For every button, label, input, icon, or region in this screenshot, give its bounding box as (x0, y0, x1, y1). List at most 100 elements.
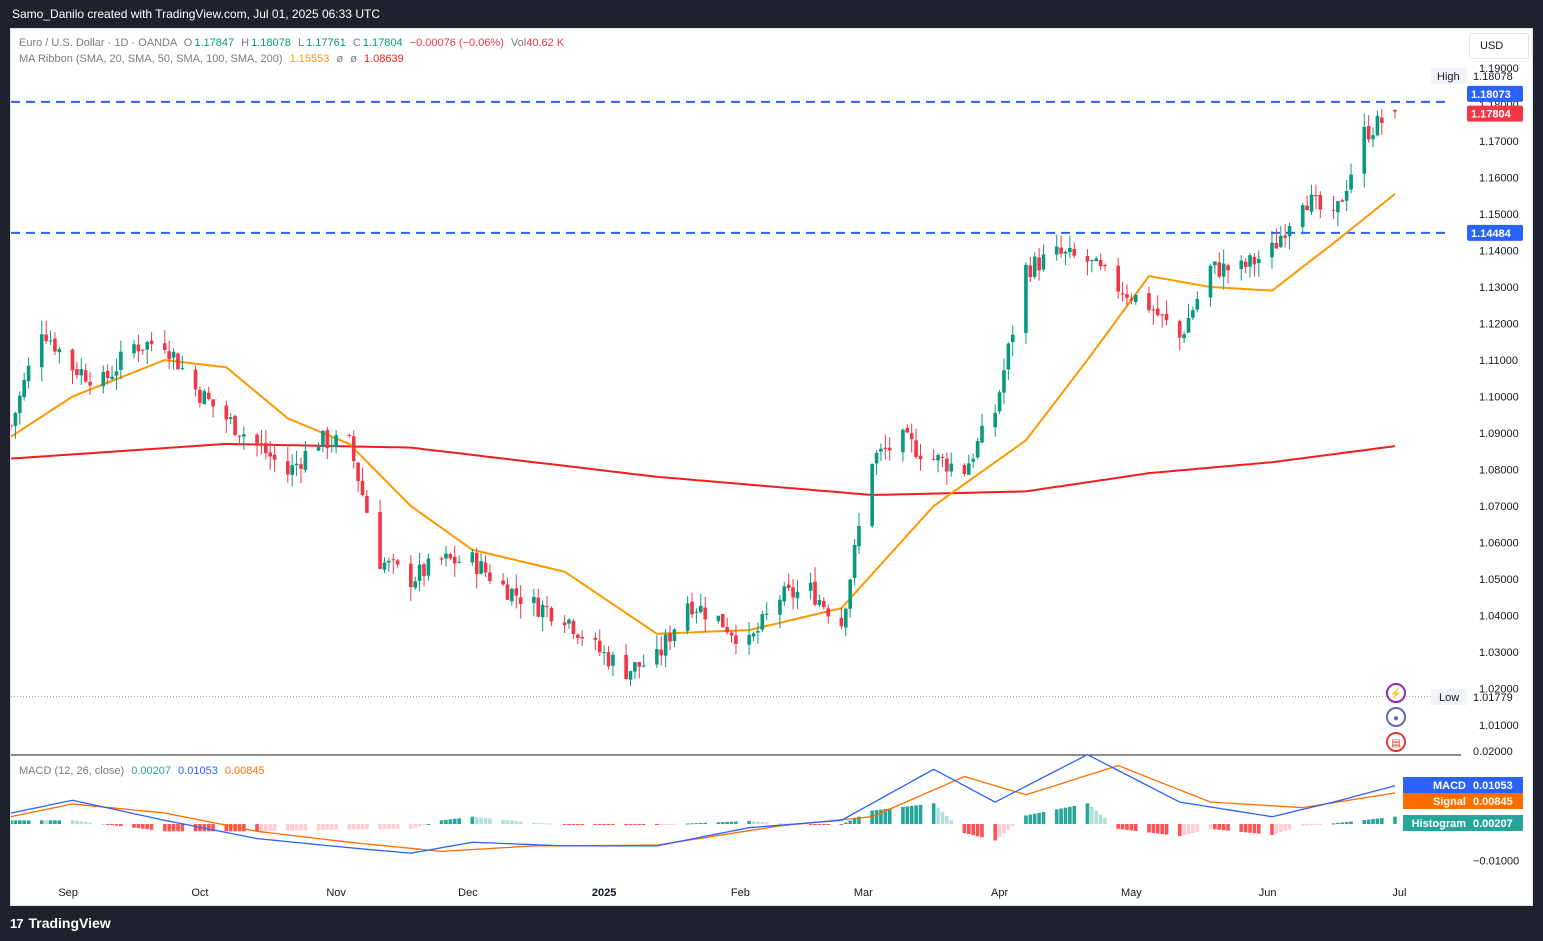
histogram-bar (206, 824, 211, 832)
ma-legend[interactable]: MA Ribbon (SMA, 20, SMA, 50, SMA, 100, S… (19, 53, 404, 65)
change-value: −0.00076 (−0.06%) (409, 37, 504, 49)
candle-body (176, 353, 180, 370)
histogram-bar (426, 824, 431, 825)
candle-body (641, 665, 646, 667)
histogram-bar (1375, 818, 1380, 824)
candle-body (945, 458, 949, 472)
histogram-bar (1349, 821, 1353, 824)
candle-body (993, 412, 997, 428)
price-tick-label: 1.19000 (1479, 63, 1519, 75)
candle-body (760, 614, 765, 630)
open-value: 1.17847 (194, 37, 235, 49)
symbol-legend[interactable]: Euro / U.S. Dollar · 1D · OANDA O 1.17847… (19, 37, 564, 49)
chart-frame[interactable]: 1.19000 1.18000 1.17000 1.16000 1.15000 1.140… (10, 28, 1533, 906)
candle-body (791, 587, 795, 598)
price-tick-label: 1.07000 (1479, 501, 1519, 513)
candle-body (136, 344, 141, 352)
candle-body (936, 455, 940, 461)
histogram-bar (1380, 818, 1384, 824)
candle-body (17, 395, 22, 414)
us-flag-icon[interactable]: ▤ (1386, 732, 1406, 752)
histogram-bar (422, 824, 426, 826)
candle-body (141, 349, 145, 351)
candle-body (1054, 246, 1059, 255)
support-badge-bg (1467, 224, 1523, 241)
histogram-bar (575, 824, 580, 825)
histogram-bar (887, 808, 892, 824)
macd-legend[interactable]: MACD (12, 26, close) 0.00207 0.01053 0.0… (19, 765, 265, 777)
price-tick-label: 1.16000 (1479, 173, 1519, 185)
low-marker: Low 1.01779 (1431, 689, 1513, 705)
candle-body (88, 381, 92, 386)
histogram-bar (488, 818, 492, 824)
histogram-bar (1177, 824, 1182, 837)
histogram-bar (633, 824, 637, 825)
candle-body (334, 435, 338, 448)
time-tick-label: Jun (1259, 887, 1277, 899)
candle-body (1010, 334, 1015, 343)
histogram-bar (540, 823, 545, 825)
candle-body (628, 670, 633, 680)
histogram-bar (286, 824, 290, 831)
histogram-bar (536, 822, 541, 824)
candle-body (1195, 298, 1200, 310)
histogram-bar (1024, 815, 1028, 824)
candle-body (1116, 265, 1120, 292)
histogram-bar (409, 824, 413, 829)
histogram-bar (290, 824, 294, 831)
candle-body (843, 608, 848, 628)
histogram-bar (176, 824, 180, 832)
high-marker-tag (1431, 68, 1467, 84)
currency-button[interactable]: USD (1469, 33, 1529, 59)
price-tick-label: 1.05000 (1479, 574, 1519, 586)
histogram-bar (593, 824, 598, 825)
candle-body (1094, 258, 1099, 262)
lightning-icon[interactable]: ⚡ (1386, 683, 1406, 703)
histogram-bar (1287, 824, 1292, 830)
histogram-bar (224, 824, 229, 832)
histogram-bar (70, 820, 75, 824)
histogram-bar (940, 811, 945, 824)
candle-body (1120, 293, 1125, 295)
candle-body (1340, 200, 1345, 202)
candle-body (413, 581, 418, 588)
signal-badge-value: 0.00845 (1473, 796, 1513, 808)
histogram-bar (360, 824, 365, 830)
histogram-bar (439, 820, 444, 824)
candle-body (395, 560, 400, 565)
tradingview-logo[interactable]: 17 TradingView (10, 915, 111, 931)
candle-body (1243, 261, 1248, 268)
candle-body (1063, 251, 1068, 254)
histogram-bar (149, 824, 154, 830)
candle-body (949, 463, 954, 472)
lightning-icon-glyph: ⚡ (1390, 687, 1402, 700)
candle-body (83, 370, 88, 382)
histogram-bar (1318, 824, 1323, 825)
price-tick-label: 1.02000 (1479, 684, 1519, 696)
candle-body (132, 344, 136, 354)
histogram-bar (1314, 824, 1318, 825)
histogram-bar (580, 824, 584, 825)
economic-event-icon[interactable]: ● (1386, 707, 1406, 727)
candle-body (764, 613, 769, 615)
chart-svg[interactable]: 1.190001.180001.170001.160001.150001.140… (11, 29, 1532, 905)
histogram-bar (1032, 813, 1037, 824)
candle-body (11, 425, 13, 427)
candle-body (53, 338, 57, 352)
candle-body (105, 370, 110, 379)
histogram-bar (474, 817, 479, 824)
histogram-bar (716, 822, 721, 824)
price-tick-label: 1.09000 (1479, 428, 1519, 440)
candle-body (171, 351, 176, 358)
candle-body (1213, 261, 1217, 266)
candle-body (1274, 242, 1279, 249)
candle-body (756, 631, 760, 633)
histogram-bar (294, 824, 299, 831)
histogram-bar (782, 823, 787, 825)
price-tick-label: 1.03000 (1479, 647, 1519, 659)
histogram-bar (1098, 814, 1103, 824)
candle-body (1155, 308, 1160, 316)
candle-body (514, 588, 519, 596)
candle-body (1164, 313, 1169, 321)
candle-body (409, 563, 413, 588)
